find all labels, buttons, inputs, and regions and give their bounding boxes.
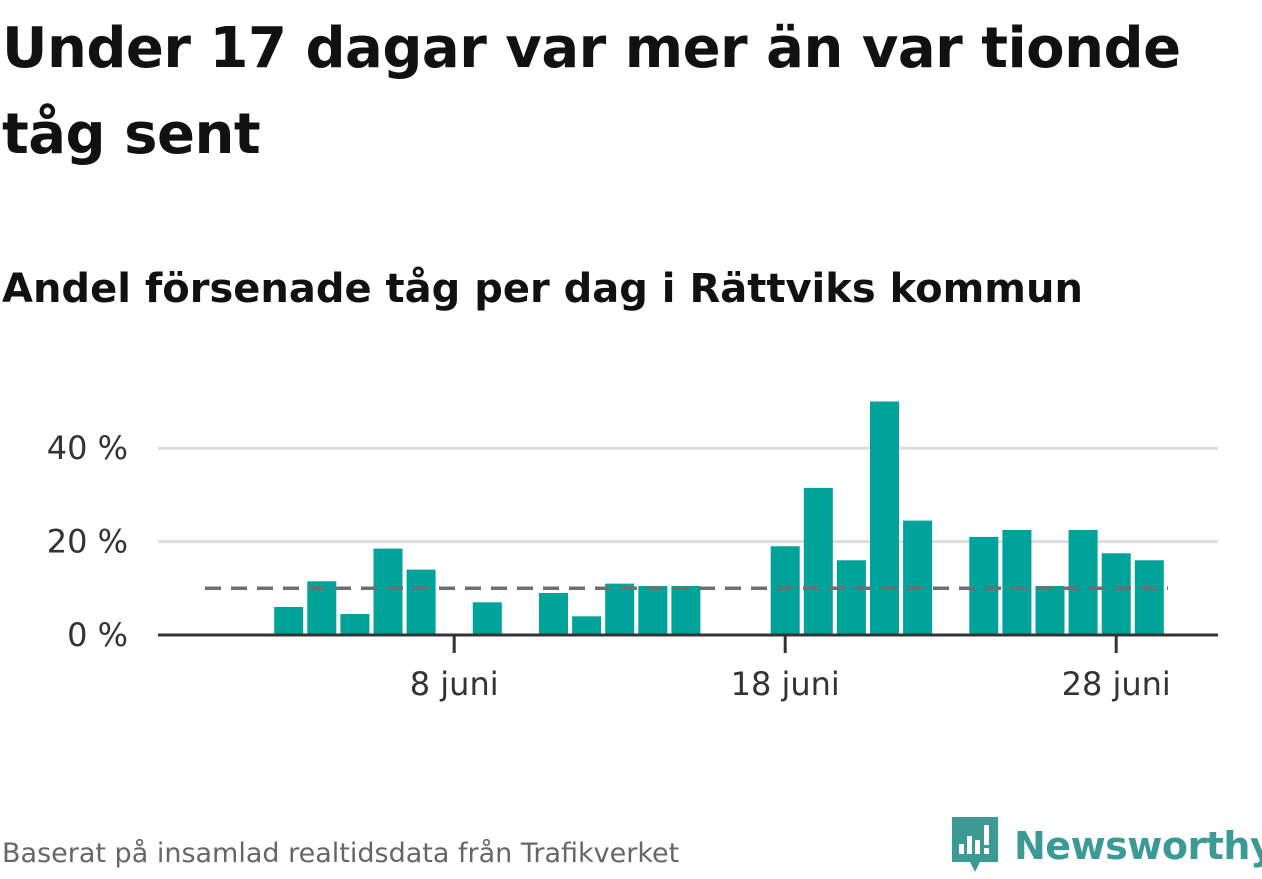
bar-chart: 8 juni 18 juni 28 juni 0 % 20 % 40 % xyxy=(47,401,1218,703)
y-tick-label: 0 % xyxy=(67,616,128,654)
chart-title: Under 17 dagar var mer än var tionde tåg… xyxy=(2,16,1181,167)
bar xyxy=(638,585,668,635)
newsworthy-logo[interactable]: Newsworthy xyxy=(950,816,1262,876)
brand-name: Newsworthy xyxy=(1014,824,1262,868)
bar xyxy=(605,583,635,635)
bar xyxy=(274,606,304,635)
x-tick-label: 8 juni xyxy=(410,665,499,703)
bar xyxy=(1068,529,1098,635)
y-tick-label: 20 % xyxy=(47,523,128,561)
bar xyxy=(770,546,800,635)
gridlines xyxy=(158,446,1218,544)
bar xyxy=(572,616,602,635)
source-note: Baserat på insamlad realtidsdata från Tr… xyxy=(2,838,680,869)
bar xyxy=(373,548,403,635)
bar xyxy=(969,536,999,635)
chart-subtitle: Andel försenade tåg per dag i Rättviks k… xyxy=(2,266,1083,312)
x-tick-label: 28 juni xyxy=(1062,665,1171,703)
bar xyxy=(472,602,502,635)
bar xyxy=(1002,529,1032,635)
y-axis-labels: 0 % 20 % 40 % xyxy=(47,429,128,654)
bar xyxy=(903,520,933,635)
bars xyxy=(274,401,1164,635)
bar xyxy=(1101,553,1131,635)
bar xyxy=(870,401,899,635)
bar xyxy=(406,569,436,635)
bar xyxy=(340,613,370,635)
bar xyxy=(1035,585,1065,635)
bar xyxy=(1134,560,1164,635)
bar xyxy=(671,585,701,635)
bar xyxy=(307,581,337,635)
y-tick-label: 40 % xyxy=(47,429,128,467)
newsworthy-logo-icon xyxy=(950,814,1000,878)
bar xyxy=(539,592,568,635)
bar xyxy=(836,560,866,635)
x-tick-label: 18 juni xyxy=(731,665,840,703)
bar xyxy=(803,487,833,635)
x-axis: 8 juni 18 juni 28 juni xyxy=(158,633,1218,703)
